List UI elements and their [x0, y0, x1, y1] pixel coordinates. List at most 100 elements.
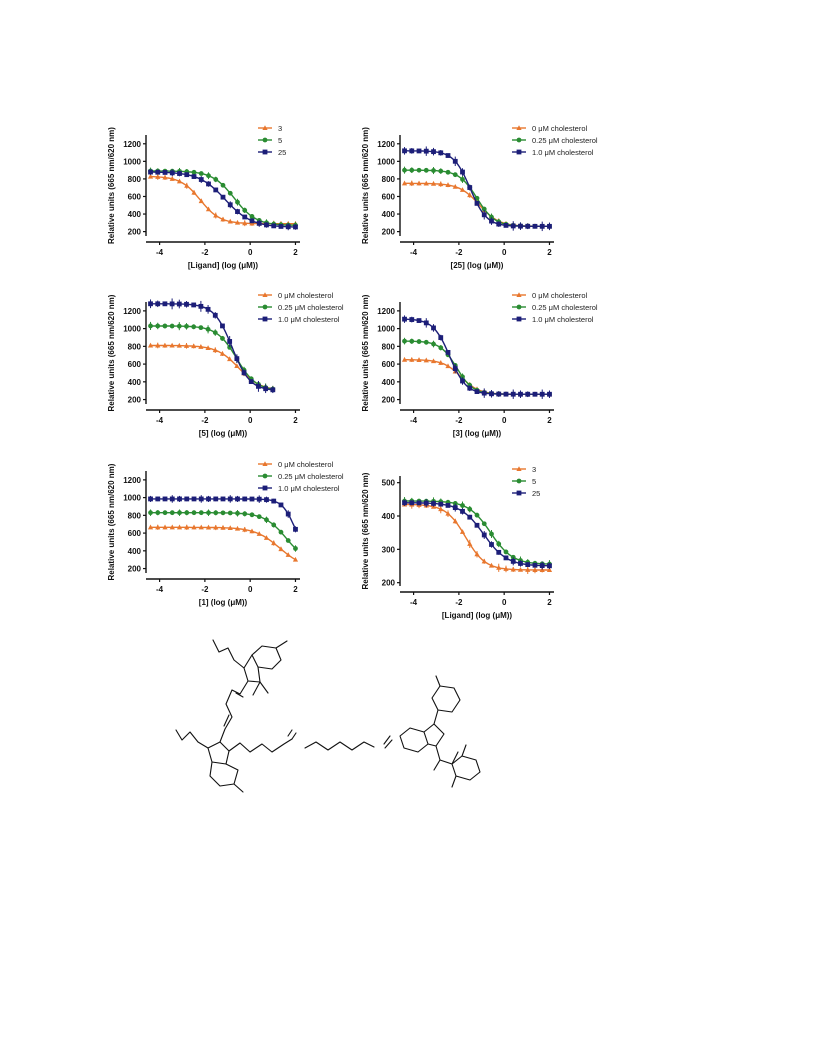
y-tick-label: 400 [128, 378, 142, 387]
data-point [474, 522, 480, 528]
series-line [150, 303, 273, 391]
data-point [481, 532, 487, 538]
y-tick-label: 200 [128, 565, 142, 574]
data-point [220, 510, 226, 516]
data-point [416, 167, 422, 173]
data-point [191, 302, 197, 308]
lower-five-ring [207, 741, 230, 765]
data-point [263, 386, 269, 392]
data-point [205, 345, 211, 351]
x-axis-title: [25] (log (μM)) [451, 261, 504, 270]
data-point [467, 385, 473, 391]
data-point [293, 224, 298, 230]
legend-marker [516, 125, 522, 130]
data-point [198, 496, 204, 502]
data-point [445, 153, 451, 158]
legend-marker [262, 149, 268, 155]
data-point [220, 194, 226, 200]
linker-chain-left [228, 738, 293, 753]
data-point [227, 339, 233, 344]
data-point [220, 524, 226, 530]
data-point [263, 535, 270, 540]
data-point [212, 312, 218, 318]
data-point [227, 356, 233, 362]
y-tick-label: 800 [128, 511, 142, 520]
data-point [539, 567, 545, 572]
data-point [206, 181, 211, 187]
legend-label: 5 [532, 477, 536, 486]
data-point [176, 323, 182, 329]
data-point [423, 148, 429, 154]
data-point [445, 169, 451, 175]
data-point [177, 496, 182, 502]
x-tick-label: 2 [293, 585, 298, 594]
data-point [198, 303, 204, 309]
data-point [416, 148, 422, 154]
series-line [404, 150, 550, 227]
y-tick-label: 200 [382, 228, 396, 237]
data-point [198, 198, 204, 204]
data-point [525, 567, 531, 572]
legend-label: 25 [278, 148, 286, 157]
data-point [147, 342, 154, 348]
data-point [285, 511, 291, 517]
chemical-structure-diagram [175, 639, 481, 793]
data-point [525, 562, 531, 568]
legend-label: 0 μM cholesterol [532, 291, 588, 300]
data-point [401, 180, 408, 186]
data-point [183, 343, 190, 348]
x-tick-label: -2 [455, 248, 463, 257]
data-point [147, 173, 154, 179]
data-point [452, 183, 458, 189]
data-point [423, 339, 429, 345]
data-point [489, 391, 494, 397]
data-point [489, 218, 494, 224]
data-point [162, 323, 168, 329]
data-point [198, 325, 204, 331]
data-point [467, 541, 473, 546]
upper-five-ring [243, 654, 261, 683]
y-tick-label: 600 [382, 192, 396, 201]
data-point [256, 531, 262, 536]
data-point [423, 180, 429, 186]
data-point [460, 169, 465, 175]
data-point [213, 510, 219, 516]
legend-marker [516, 137, 522, 143]
data-point [460, 378, 465, 384]
chart-panel-6: 200 300 400 500 -4 -2 0 2 [Ligand] (log (μM)) Rel… [361, 465, 554, 620]
y-tick-label: 1200 [123, 140, 141, 149]
data-point [206, 173, 211, 179]
data-point [184, 524, 190, 530]
data-point [206, 510, 211, 516]
data-point [474, 389, 480, 395]
y-tick-label: 200 [128, 228, 142, 237]
data-point [460, 177, 465, 182]
y-tick-label: 600 [128, 192, 142, 201]
legend-marker [262, 304, 268, 310]
data-point [205, 306, 211, 312]
legend-label: 0 μM cholesterol [278, 460, 334, 469]
data-point [184, 172, 190, 178]
upper-methyl-bond [275, 640, 288, 649]
data-point [256, 496, 262, 502]
data-point [219, 350, 226, 356]
x-tick-label: -2 [455, 598, 463, 607]
aryl-ketone [433, 745, 459, 771]
data-point [176, 301, 182, 307]
data-point [169, 301, 175, 307]
data-point [431, 501, 436, 506]
legend-marker [516, 490, 522, 496]
data-point [445, 349, 451, 355]
data-point [532, 562, 538, 568]
data-point [248, 379, 254, 384]
legend-label: 3 [278, 124, 282, 133]
data-point [155, 496, 161, 502]
upper-gem-dimethyl [252, 681, 269, 696]
data-point [205, 524, 212, 530]
legend-marker [516, 304, 522, 310]
data-point [227, 510, 233, 516]
data-point [220, 496, 226, 502]
data-point [213, 524, 219, 530]
data-point [227, 218, 233, 224]
data-point [438, 345, 444, 351]
